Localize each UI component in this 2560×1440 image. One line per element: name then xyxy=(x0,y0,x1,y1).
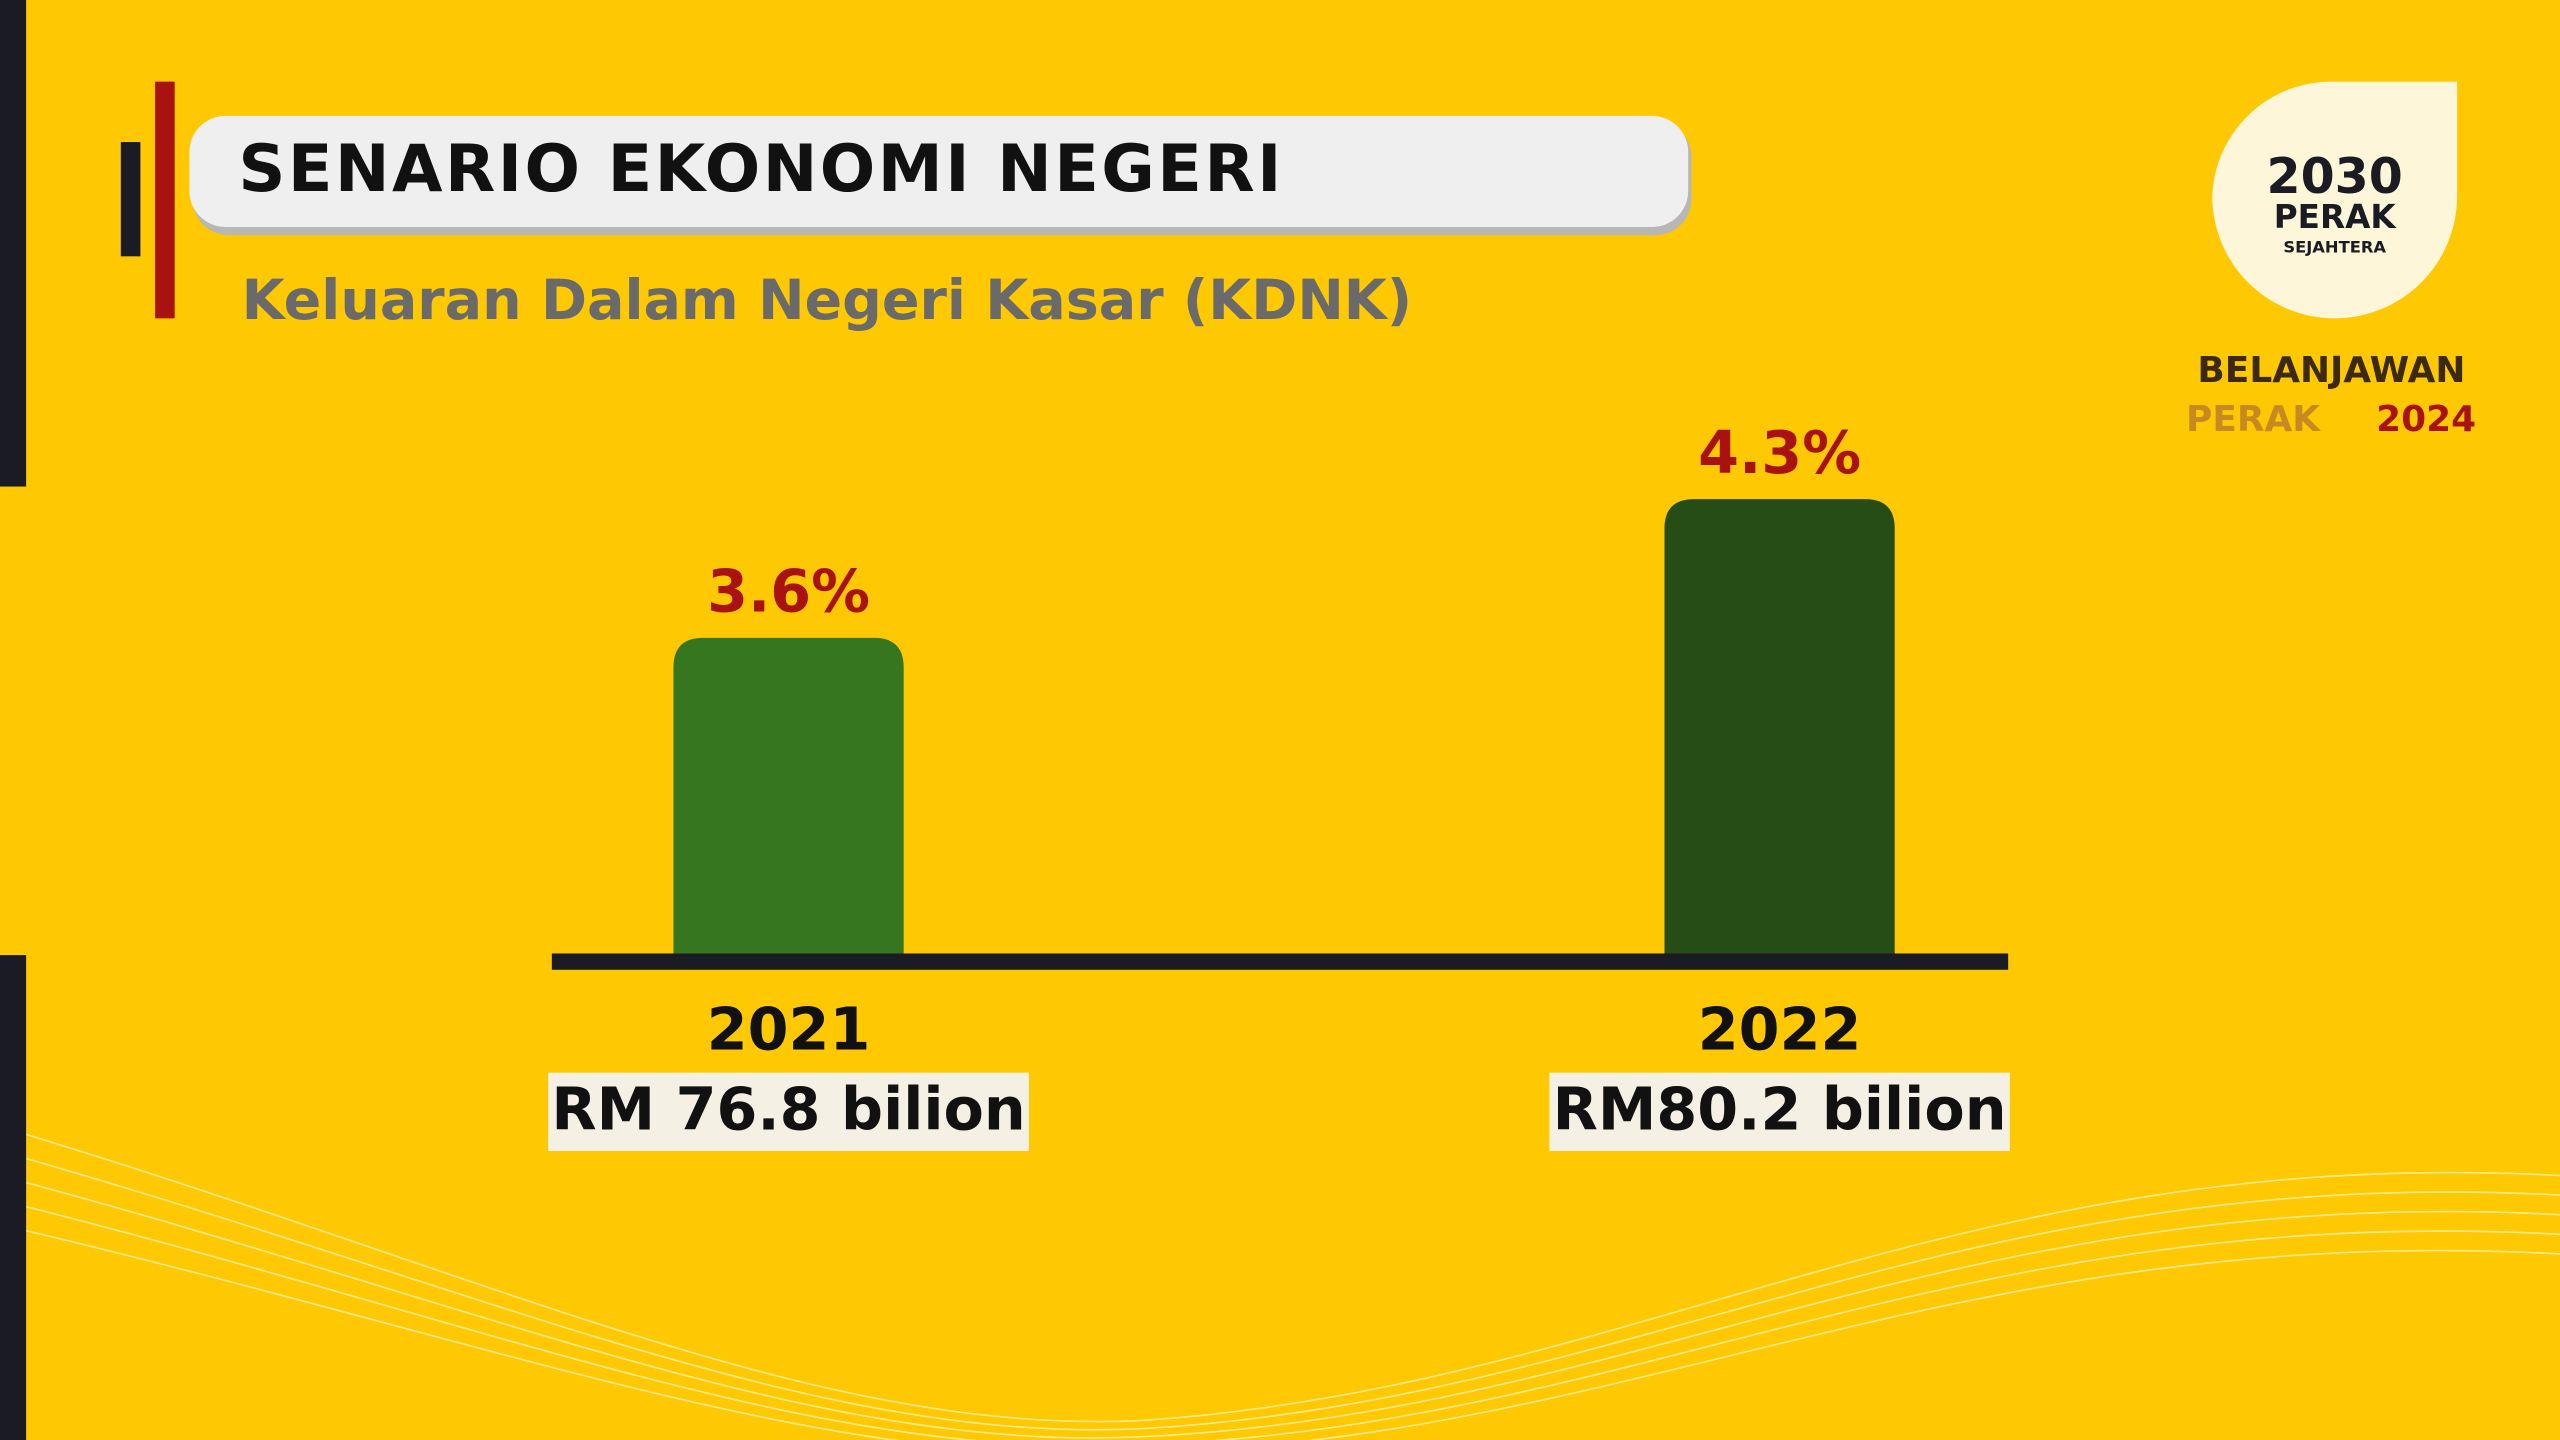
waves xyxy=(0,1125,2560,1440)
bar xyxy=(1664,499,1895,956)
baseline xyxy=(551,953,2009,970)
value-label: 3.6% xyxy=(707,557,870,626)
note-box xyxy=(1549,1072,2010,1152)
chart-title: SENARIO EKONOMI NEGERI xyxy=(238,131,1283,207)
x-tick-label: 2022 xyxy=(1698,995,1862,1064)
left-strip xyxy=(0,955,27,1440)
logo-text: 2024 xyxy=(2376,399,2476,440)
bar xyxy=(673,637,904,956)
logo-text: PERAK xyxy=(2274,198,2398,236)
left-strip xyxy=(0,0,27,487)
plot: 3.6% 2021 RM 76.8 bilion 4.3% 2022 RM80.2 bil… xyxy=(548,418,2010,1152)
accent-bar xyxy=(155,81,175,319)
title-box xyxy=(189,115,1689,227)
category-note: RM80.2 bilion xyxy=(1553,1075,2007,1144)
note-box xyxy=(548,1072,1030,1152)
x-tick-label: 2021 xyxy=(707,995,871,1064)
logo-text: PERAK xyxy=(2186,399,2321,440)
chart-subtitle: Keluaran Dalam Negeri Kasar (KDNK) xyxy=(242,268,1413,333)
logo-text: 2030 xyxy=(2267,148,2403,205)
accent-bar xyxy=(120,142,141,257)
logo-badge xyxy=(2212,81,2458,319)
logo-text: BELANJAWAN xyxy=(2197,350,2465,391)
value-label: 4.3% xyxy=(1698,418,1861,487)
category-note: RM 76.8 bilion xyxy=(551,1075,1025,1144)
logo-text: SEJAHTERA xyxy=(2283,238,2386,257)
